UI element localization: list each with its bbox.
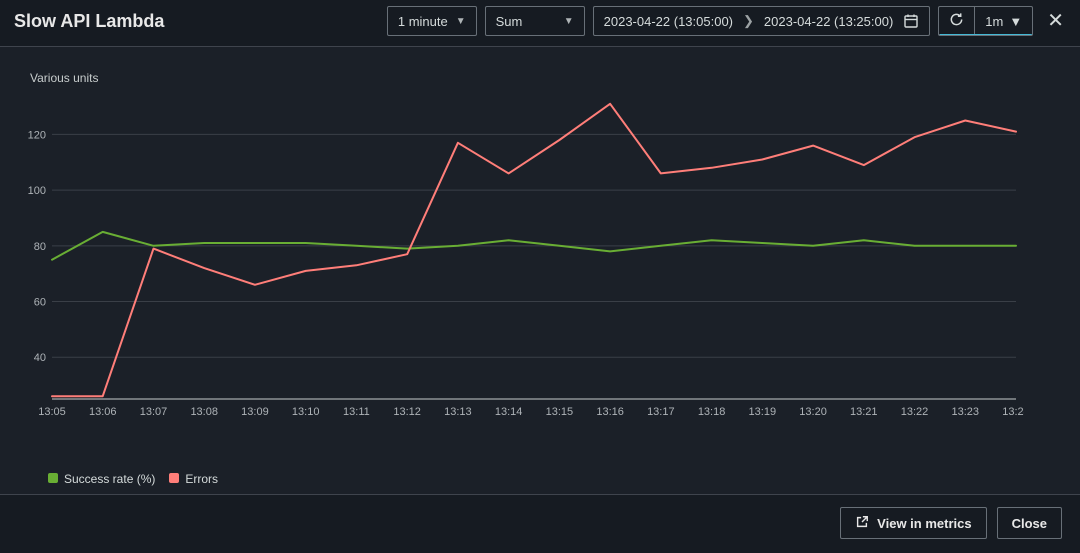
refresh-interval-label: 1m — [985, 14, 1003, 29]
chart-panel: Various units 40 60 80 100 120 13:05 13:06 13:0… — [0, 47, 1080, 494]
external-link-icon — [855, 515, 869, 532]
legend-swatch — [169, 473, 179, 483]
svg-text:13:22: 13:22 — [901, 406, 929, 418]
chart-plot: 40 60 80 100 120 13:05 13:06 13:07 13:08 13:09 13:… — [18, 97, 1062, 468]
chevron-down-icon: ▼ — [564, 16, 574, 27]
svg-text:13:23: 13:23 — [951, 406, 979, 418]
legend-swatch — [48, 473, 58, 483]
svg-text:13:16: 13:16 — [596, 406, 624, 418]
svg-text:100: 100 — [28, 185, 46, 197]
refresh-interval-select[interactable]: 1m ▼ — [974, 7, 1032, 35]
svg-text:13:20: 13:20 — [799, 406, 827, 418]
chart-legend: Success rate (%) Errors — [48, 472, 1062, 486]
chevron-right-icon: ❯ — [743, 13, 754, 29]
modal-footer: View in metrics Close — [0, 494, 1080, 553]
chart-svg: 40 60 80 100 120 13:05 13:06 13:07 13:08 13:09 13:… — [18, 97, 1024, 421]
svg-text:13:14: 13:14 — [495, 406, 523, 418]
view-in-metrics-label: View in metrics — [877, 516, 971, 531]
svg-text:13:24: 13:24 — [1002, 406, 1024, 418]
svg-text:13:05: 13:05 — [38, 406, 66, 418]
legend-item[interactable]: Success rate (%) — [48, 472, 155, 486]
legend-label: Success rate (%) — [64, 472, 155, 486]
active-underline — [939, 34, 1032, 36]
refresh-group: 1m ▼ — [938, 6, 1033, 36]
svg-text:13:07: 13:07 — [140, 406, 168, 418]
svg-text:13:11: 13:11 — [343, 406, 370, 418]
svg-text:13:06: 13:06 — [89, 406, 117, 418]
statistic-select[interactable]: Sum ▼ — [485, 6, 585, 36]
period-label: 1 minute — [398, 14, 448, 29]
svg-text:13:21: 13:21 — [850, 406, 878, 418]
svg-text:13:19: 13:19 — [749, 406, 777, 418]
range-end: 2023-04-22 (13:25:00) — [764, 14, 893, 29]
svg-text:13:10: 13:10 — [292, 406, 320, 418]
svg-text:13:08: 13:08 — [190, 406, 218, 418]
page-title: Slow API Lambda — [14, 11, 379, 32]
svg-text:13:09: 13:09 — [241, 406, 269, 418]
svg-text:60: 60 — [34, 297, 46, 309]
refresh-icon — [949, 12, 964, 30]
close-label: Close — [1012, 516, 1047, 531]
range-start: 2023-04-22 (13:05:00) — [604, 14, 733, 29]
metric-modal: Slow API Lambda 1 minute ▼ Sum ▼ 2023-04… — [0, 0, 1080, 553]
svg-text:40: 40 — [34, 352, 46, 364]
legend-label: Errors — [185, 472, 218, 486]
svg-text:120: 120 — [28, 129, 46, 141]
time-range-picker[interactable]: 2023-04-22 (13:05:00) ❯ 2023-04-22 (13:2… — [593, 6, 931, 36]
statistic-label: Sum — [496, 14, 523, 29]
modal-header: Slow API Lambda 1 minute ▼ Sum ▼ 2023-04… — [0, 0, 1080, 47]
view-in-metrics-button[interactable]: View in metrics — [840, 507, 986, 539]
y-axis-units: Various units — [30, 71, 1062, 85]
close-button[interactable]: Close — [997, 507, 1062, 539]
svg-text:13:17: 13:17 — [647, 406, 675, 418]
legend-item[interactable]: Errors — [169, 472, 218, 486]
period-select[interactable]: 1 minute ▼ — [387, 6, 477, 36]
refresh-button[interactable] — [939, 7, 974, 35]
svg-text:13:15: 13:15 — [546, 406, 574, 418]
close-icon[interactable]: ✕ — [1041, 11, 1066, 31]
svg-text:80: 80 — [34, 241, 46, 253]
calendar-icon — [903, 13, 919, 29]
svg-text:13:12: 13:12 — [393, 406, 421, 418]
chevron-down-icon: ▼ — [456, 16, 466, 27]
svg-text:13:18: 13:18 — [698, 406, 726, 418]
chevron-down-icon: ▼ — [1009, 14, 1022, 29]
svg-text:13:13: 13:13 — [444, 406, 472, 418]
